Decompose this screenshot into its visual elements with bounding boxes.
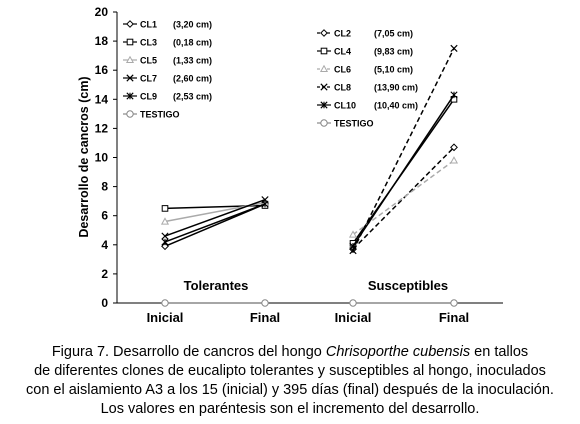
caption-line-1-prefix: Figura 7. Desarrollo de cancros del hong… xyxy=(51,344,326,360)
data-point-tolerantes-testigo xyxy=(261,299,269,307)
group-label: Susceptibles xyxy=(368,278,448,293)
x-tick-label: Final xyxy=(439,310,469,325)
legend-marker xyxy=(320,101,328,109)
data-point-tolerantes-cl9 xyxy=(161,238,169,246)
y-tick-label: 6 xyxy=(101,209,108,223)
data-point-susceptibles-cl10 xyxy=(349,242,357,250)
data-point-susceptibles-cl2 xyxy=(450,143,458,152)
y-tick-label: 4 xyxy=(101,238,108,252)
chart: 0 2 4 6 8 10 12 14 16 18 20 Desarrollo de cancros (… xyxy=(77,5,503,325)
legend-marker xyxy=(125,55,135,64)
y-tick-label: 18 xyxy=(95,34,109,48)
legend-marker xyxy=(126,92,134,100)
legend-label: CL5 xyxy=(140,56,157,66)
legend-increment: (5,10 cm) xyxy=(374,65,413,75)
x-tick-label: Inicial xyxy=(335,310,372,325)
legend-increment: (9,83 cm) xyxy=(374,47,413,57)
caption-species-name: Chrisoporthe cubensis xyxy=(325,344,471,360)
legend-label: TESTIGO xyxy=(140,110,180,120)
legend-marker xyxy=(320,29,328,37)
legend-label: CL8 xyxy=(334,83,351,93)
series-line-susceptibles-cl10 xyxy=(352,94,455,247)
data-point-tolerantes-cl9 xyxy=(261,200,269,208)
y-tick-label: 16 xyxy=(95,63,109,77)
legend-label: CL9 xyxy=(140,92,157,102)
legend-increment: (2,53 cm) xyxy=(173,92,212,102)
legend-label: TESTIGO xyxy=(334,119,374,129)
y-tick-label: 8 xyxy=(101,180,108,194)
legend-marker xyxy=(126,110,134,118)
caption-line-2: de diferentes clones de eucalipto tolera… xyxy=(34,363,546,379)
data-point-susceptibles-testigo xyxy=(349,299,357,307)
x-tick-label: Final xyxy=(250,310,280,325)
data-point-susceptibles-cl6 xyxy=(348,230,358,238)
legend-label: CL4 xyxy=(334,47,351,57)
legend-marker xyxy=(126,38,134,46)
legend-increment: (7,05 cm) xyxy=(374,29,413,39)
series-line-tolerantes-cl7 xyxy=(164,198,266,237)
series-line-susceptibles-cl8 xyxy=(352,48,455,251)
data-point-tolerantes-cl1 xyxy=(161,242,169,251)
legend-label: CL1 xyxy=(140,20,157,30)
legend-marker xyxy=(320,83,328,91)
legend-label: CL10 xyxy=(334,101,356,111)
legend-label: CL7 xyxy=(140,74,157,84)
legend-increment: (1,33 cm) xyxy=(173,56,212,66)
y-tick-label: 12 xyxy=(95,121,109,135)
y-tick-label: 2 xyxy=(101,267,108,281)
legend-increment: (13,90 cm) xyxy=(374,83,418,93)
legend-marker xyxy=(320,47,328,55)
caption-line-1-suffix: en tallos xyxy=(470,344,529,360)
figure-caption: Figura 7. Desarrollo de cancros del hong… xyxy=(0,343,580,419)
y-tick-label: 0 xyxy=(101,296,108,310)
legend-marker xyxy=(320,119,328,127)
group-label: Tolerantes xyxy=(184,278,249,293)
y-axis-label: Desarrollo de cancros (cm) xyxy=(77,76,91,237)
data-point-susceptibles-cl6 xyxy=(449,156,459,164)
legend-label: CL3 xyxy=(140,38,157,48)
data-point-susceptibles-testigo xyxy=(450,299,458,307)
legend-marker xyxy=(126,74,134,82)
legend-marker xyxy=(319,64,329,73)
data-point-tolerantes-cl3 xyxy=(161,205,169,212)
caption-line-4: Los valores en paréntesis son el increme… xyxy=(100,401,480,417)
legend-increment: (3,20 cm) xyxy=(173,20,212,30)
legend-increment: (0,18 cm) xyxy=(173,38,212,48)
legend-increment: (10,40 cm) xyxy=(374,101,418,111)
legend-label: CL6 xyxy=(334,65,351,75)
legend-increment: (2,60 cm) xyxy=(173,74,212,84)
y-tick-label: 10 xyxy=(95,151,109,165)
data-point-tolerantes-testigo xyxy=(161,299,169,307)
legend-label: CL2 xyxy=(334,29,351,39)
series-line-tolerantes-cl9 xyxy=(164,203,266,243)
caption-line-1: Figura 7. Desarrollo de cancros del hong… xyxy=(0,343,580,362)
data-point-tolerantes-cl5 xyxy=(160,217,170,225)
legend-marker xyxy=(126,20,134,28)
x-tick-label: Inicial xyxy=(147,310,184,325)
data-point-tolerantes-cl7 xyxy=(161,232,169,240)
y-tick-label: 20 xyxy=(95,5,109,19)
series-line-susceptibles-cl2 xyxy=(352,146,455,250)
data-point-susceptibles-cl10 xyxy=(450,91,458,99)
y-tick-label: 14 xyxy=(95,92,109,106)
data-point-susceptibles-cl8 xyxy=(450,44,458,52)
caption-line-3: con el aislamiento A3 a los 15 (inicial)… xyxy=(26,382,554,398)
